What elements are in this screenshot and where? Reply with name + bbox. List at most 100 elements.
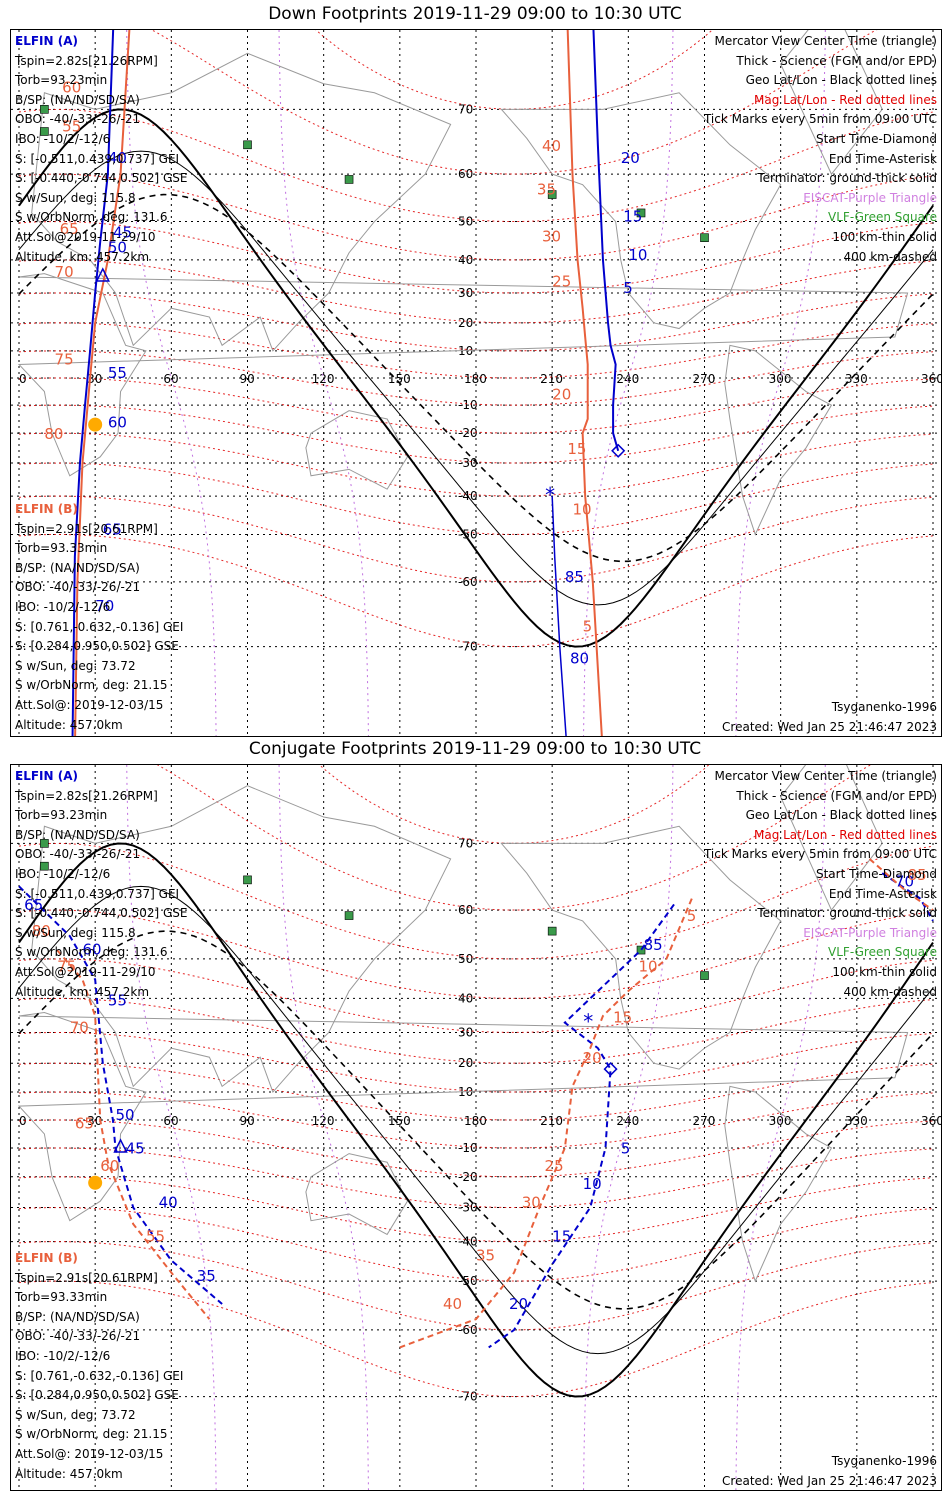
vlf-station-square	[40, 127, 49, 136]
vlf-station-square	[40, 861, 49, 871]
elfin-b-tick-label: 40	[542, 137, 561, 155]
elfin-b-tick-label: 15	[613, 1009, 632, 1027]
info-line: Att.Sol@: 2019-12-03/15	[15, 697, 164, 712]
elfin-a-tick-label: 25	[616, 30, 635, 33]
elfin-b-track	[56, 949, 211, 1320]
conjugate-footprints-map-graphic: 0306090120150180210240270300330360706050…	[11, 765, 941, 1490]
elfin-b-tick-label: 85	[908, 866, 927, 884]
legend-entry: Start Time-Diamond	[815, 866, 937, 881]
vlf-station-square	[243, 140, 252, 150]
vlf-station-square	[636, 208, 646, 218]
coastline	[17, 273, 909, 477]
elfin-b-tick-label: 40	[443, 1295, 462, 1313]
lat-tick-label: -70	[458, 640, 478, 654]
info-line: B/SP: (NA/ND/SD/SA)	[15, 827, 140, 842]
down-footprints-map-graphic: 0306090120150180210240270300330360706050…	[11, 30, 941, 736]
vlf-station-square	[700, 971, 709, 980]
legend-entry: Mercator View Center Time (triangle)	[714, 769, 937, 783]
lat-tick-label: -60	[458, 575, 478, 589]
info-line: Tspin=2.82s[21.26RPM]	[15, 53, 158, 68]
info-line: S w/OrbNorm, deg: 131.6	[15, 945, 168, 960]
lat-tick-label: -60	[458, 1323, 478, 1337]
legend-entry: EISCAT-Purple Triangle	[803, 925, 937, 940]
elfin-a-tick-label: 20	[509, 1295, 528, 1313]
elfin-b-track	[868, 858, 934, 911]
mag-parallel	[18, 432, 934, 497]
elfin-b-tick-label: 30	[522, 1194, 541, 1212]
created-label: Created: Wed Jan 25 21:46:47 2023	[722, 1474, 937, 1488]
lon-tick-label: 150	[388, 1114, 411, 1128]
elfin-b-tick-label: 5	[687, 907, 697, 925]
elfin-b-track	[566, 30, 603, 736]
elfin-b-tick-label: 60	[62, 79, 81, 97]
legend-entry: VLF-Green Square	[828, 945, 937, 960]
info-line: Att.Sol@2019-11-29/10	[15, 229, 156, 244]
legend-entry: EISCAT-Purple Triangle	[803, 190, 937, 205]
info-line: Tspin=2.91s[20.61RPM]	[15, 521, 158, 536]
lat-tick-label: -70	[458, 1390, 478, 1404]
info-line: IBO: -10/2/-12/6	[15, 599, 111, 614]
lat-tick-label: 60	[458, 167, 473, 181]
info-line: S: [-0.511,0.439,0.737] GEI	[15, 886, 180, 901]
legend-entry: Geo Lat/Lon - Black dotted lines	[745, 73, 937, 88]
center-triangle	[113, 1138, 128, 1153]
info-line: Torb=93.33min	[15, 1290, 108, 1305]
info-line: S: [-0.440,-0.744,0.502] GSE	[15, 171, 188, 186]
legend-entry: Geo Lat/Lon - Black dotted lines	[745, 808, 937, 823]
info-line: S: [0.284,0.950,0.502] GSE	[15, 639, 179, 654]
info-line: S: [-0.511,0.439,0.737] GEI	[15, 151, 180, 166]
mag-parallel	[18, 997, 934, 1064]
elfin-a-tick-label: 45	[113, 224, 132, 242]
info-line: Altitude, km: 457.2km	[15, 249, 150, 264]
mag-parallel	[18, 259, 934, 324]
lat-tick-label: -20	[458, 426, 478, 440]
start-diamond	[603, 1062, 618, 1077]
info-line: S: [0.761,-0.632,-0.136] GEI	[15, 619, 184, 634]
elfin-b-tick-label: 65	[60, 220, 79, 238]
lat-tick-label: 70	[458, 836, 473, 850]
elfin-a-track	[18, 885, 223, 1305]
elfin-b-tick-label: 10	[572, 500, 591, 518]
terminator-ground-line	[18, 108, 934, 648]
info-line: S w/Sun, deg: 73.72	[15, 658, 136, 673]
elfin-b-header: ELFIN (B)	[15, 502, 78, 516]
elfin-b-tick-label: 60	[100, 1157, 119, 1175]
elfin-b-track	[399, 898, 693, 1349]
elfin-a-tick-label: 20	[621, 149, 640, 167]
elfin-a-info: ELFIN (A) Tspin=2.82s[21.26RPM] Torb=93.2…	[15, 767, 188, 1002]
lon-tick-label: 120	[312, 1114, 335, 1128]
elfin-a-track	[551, 496, 567, 736]
mag-parallel	[18, 173, 934, 261]
legend-entry: Terminator: ground-thick solid	[757, 171, 937, 186]
elfin-a-tick-label: 85	[644, 936, 663, 954]
legend-entry: Mercator View Center Time (triangle)	[714, 34, 937, 48]
legend-entry: VLF-Green Square	[828, 210, 937, 225]
lon-tick-label: 330	[845, 1114, 868, 1128]
info-line: IBO: -10/2/-12/6	[15, 1348, 111, 1363]
elfin-a-header: ELFIN (A)	[15, 34, 78, 48]
legend-entry: Mag Lat/Lon - Red dotted lines	[753, 827, 937, 842]
elfin-a-tick-label: 5	[623, 279, 633, 297]
map-legend: Mercator View Center Time (triangle) Thic…	[704, 767, 937, 1002]
elfin-b-tick-label: 20	[583, 1049, 602, 1067]
terminator-ground-line	[18, 842, 934, 1398]
terminator-400km-line	[18, 930, 934, 1310]
lon-tick-label: 270	[693, 1114, 716, 1128]
lat-tick-label: 60	[458, 903, 473, 917]
end-asterisk: *	[583, 1010, 593, 1034]
lon-tick-label: 330	[845, 372, 868, 386]
info-line: IBO: -10/2/-12/6	[15, 866, 111, 881]
elfin-b-tick-label: 55	[146, 1228, 165, 1246]
lon-tick-label: 0	[19, 1114, 27, 1128]
elfin-b-tick-label: 25	[552, 273, 571, 291]
lat-tick-label: 40	[458, 991, 473, 1005]
end-asterisk: *	[545, 483, 555, 507]
lon-tick-label: 0	[19, 372, 27, 386]
start-diamond	[611, 443, 626, 458]
info-line: Torb=93.23min	[15, 73, 108, 88]
elfin-a-track	[592, 30, 620, 452]
coastline	[780, 765, 883, 912]
coastline	[780, 30, 883, 176]
legend-entry: 400 km-dashed	[843, 249, 937, 264]
center-triangle	[95, 267, 110, 282]
